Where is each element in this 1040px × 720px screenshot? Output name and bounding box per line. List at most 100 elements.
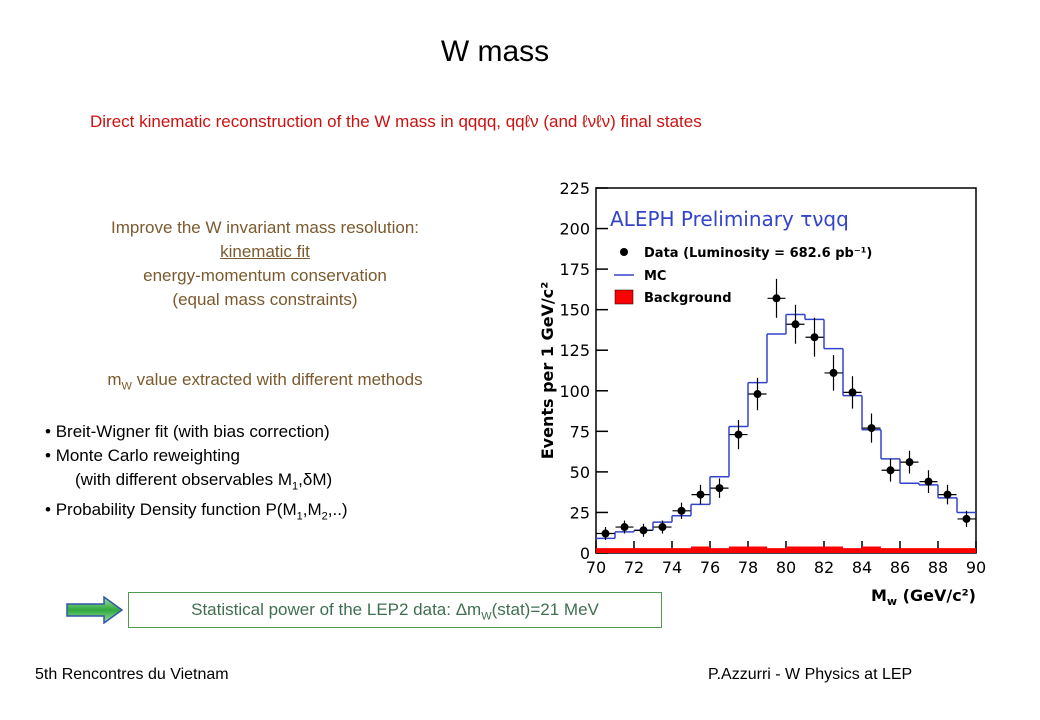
x-tick-label: 86 [890, 558, 910, 577]
y-tick-label: 225 [559, 179, 590, 198]
legend-marker [620, 248, 628, 256]
text: ,δM) [298, 470, 333, 489]
slide-title: W mass [440, 35, 550, 68]
data-point [829, 368, 838, 377]
text: ,..) [327, 500, 348, 520]
data-point [677, 506, 686, 515]
y-tick-label: 25 [570, 503, 590, 522]
methods-heading: mW value extracted with different method… [40, 370, 490, 392]
x-tick-label: 76 [700, 558, 720, 577]
x-tick-label: 84 [852, 558, 872, 577]
data-point [867, 424, 876, 433]
improve-line: (equal mass constraints) [172, 290, 358, 309]
bullet: • Breit-Wigner fit (with bias correction… [45, 422, 330, 441]
x-tick-label: 80 [776, 558, 796, 577]
data-point [905, 458, 914, 467]
background-bar [634, 548, 653, 553]
data-point [848, 388, 857, 397]
y-tick-label: 125 [559, 341, 590, 360]
y-tick-label: 50 [570, 463, 590, 482]
text: m [107, 370, 122, 389]
text: value extracted with different methods [131, 370, 423, 389]
x-tick-label: 88 [928, 558, 948, 577]
background-bar [919, 548, 938, 553]
background-bar [843, 548, 862, 553]
y-tick-label: 150 [559, 301, 590, 320]
legend-label: MC [644, 269, 666, 284]
bullet-sub: (with different observables M1,δM) [45, 468, 348, 498]
background-bar [786, 546, 805, 553]
chart: 0 25 50 75 100 125 150 175 200 225 70 72 74 76 78 80 82 8… [538, 179, 986, 608]
x-tick-label: 70 [586, 558, 606, 577]
plot-frame [595, 187, 977, 554]
y-tick-label: 0 [580, 544, 590, 563]
data-point [791, 320, 800, 329]
y-axis-label: Events per 1 GeV/c² [538, 282, 557, 460]
data-point [810, 333, 819, 342]
bullet: • Monte Carlo reweighting [45, 446, 240, 465]
text: Probability Density function P(M [55, 500, 297, 520]
text: 1 [292, 480, 299, 493]
legend-marker [614, 289, 634, 305]
background-bar [615, 548, 634, 553]
data-point [734, 430, 743, 439]
x-tick-label: 74 [662, 558, 682, 577]
background-bar [729, 546, 748, 553]
text: w [887, 595, 897, 608]
improve-line: energy-momentum conservation [143, 266, 387, 285]
footer-left: 5th Rencontres du Vietnam [35, 666, 229, 683]
improve-link[interactable]: kinematic fit [220, 242, 310, 261]
data-point [658, 523, 667, 532]
y-tick-label: 100 [559, 382, 590, 401]
y-tick-label: 75 [570, 422, 590, 441]
y-tick-label: 175 [559, 260, 590, 279]
data-point [601, 529, 610, 538]
data-point [924, 477, 933, 486]
background-bar [691, 546, 710, 553]
background-bar [596, 548, 615, 553]
text: 2 [321, 510, 328, 523]
background-bar [824, 546, 843, 553]
text: (GeV/c²) [897, 586, 976, 605]
background-bar [862, 546, 881, 553]
x-tick-label: 82 [814, 558, 834, 577]
background-bar [710, 548, 729, 553]
background-bar [938, 548, 957, 553]
data-point [715, 484, 724, 493]
data-point [772, 294, 781, 303]
background-bar [748, 546, 767, 553]
text: (stat)=21 MeV [491, 600, 599, 619]
text: ,M [302, 500, 322, 520]
data-point [962, 514, 971, 523]
stat-box: Statistical power of the LEP2 data: ΔmW(… [128, 592, 662, 628]
text: 1 [296, 510, 303, 523]
text: M [871, 586, 887, 605]
text: W [121, 380, 132, 393]
bullet-list: • Breit-Wigner fit (with bias correction… [45, 420, 348, 529]
data-point [696, 490, 705, 499]
background-bar [805, 546, 824, 553]
text: W [481, 610, 492, 623]
legend-label: Data (Luminosity = 682.6 pb⁻¹) [644, 246, 872, 261]
x-tick-label: 78 [738, 558, 758, 577]
improve-block: Improve the W invariant mass resolution:… [40, 216, 490, 312]
data-point [620, 523, 629, 532]
text: (with different observables M [75, 470, 293, 489]
data-point [943, 490, 952, 499]
data-point [753, 390, 762, 399]
legend-label: Background [644, 291, 732, 306]
x-tick-label: 90 [966, 558, 986, 577]
bullet: • Probability Density function P(M1,M2,.… [45, 500, 348, 523]
text: Monte Carlo reweighting [55, 446, 240, 465]
y-tick-label: 200 [559, 220, 590, 239]
improve-heading: Improve the W invariant mass resolution: [110, 218, 419, 237]
x-axis-label: Mw (GeV/c²) [871, 586, 976, 608]
background-bar [653, 548, 672, 553]
footer-right: P.Azzurri - W Physics at LEP [708, 666, 913, 683]
background-bar [900, 548, 919, 553]
subtitle: Direct kinematic reconstruction of the W… [90, 112, 702, 131]
text: Statistical power of the LEP2 data: Δm [191, 600, 482, 619]
background-bar [881, 548, 900, 553]
text: Breit-Wigner fit (with bias correction) [55, 422, 330, 441]
